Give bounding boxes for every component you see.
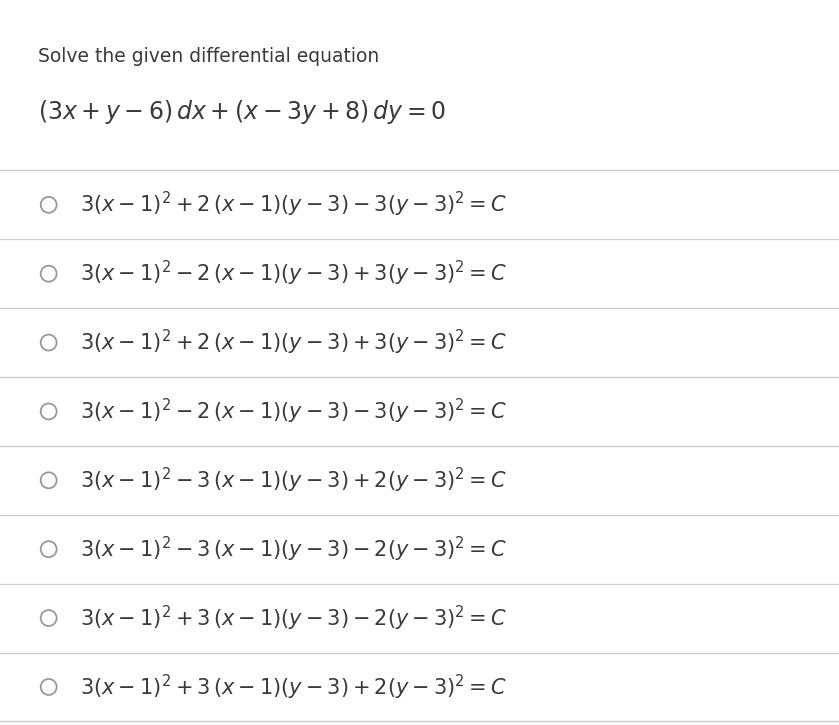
Text: $3(x-1)^2 + 2\,(x-1)(y-3) + 3(y-3)^2 = C$: $3(x-1)^2 + 2\,(x-1)(y-3) + 3(y-3)^2 = C… bbox=[80, 328, 507, 357]
Text: $3(x-1)^2 - 2\,(x-1)(y-3) + 3(y-3)^2 = C$: $3(x-1)^2 - 2\,(x-1)(y-3) + 3(y-3)^2 = C… bbox=[80, 259, 507, 289]
Text: $3(x-1)^2 + 3\,(x-1)(y-3) + 2(y-3)^2 = C$: $3(x-1)^2 + 3\,(x-1)(y-3) + 2(y-3)^2 = C… bbox=[80, 672, 507, 702]
Text: Solve the given differential equation: Solve the given differential equation bbox=[38, 47, 379, 66]
Text: $3(x-1)^2 - 3\,(x-1)(y-3) + 2(y-3)^2 = C$: $3(x-1)^2 - 3\,(x-1)(y-3) + 2(y-3)^2 = C… bbox=[80, 465, 507, 495]
Text: $3(x-1)^2 - 3\,(x-1)(y-3) - 2(y-3)^2 = C$: $3(x-1)^2 - 3\,(x-1)(y-3) - 2(y-3)^2 = C… bbox=[80, 534, 507, 564]
Text: $(3x + y - 6)\,dx + (x - 3y + 8)\,dy = 0$: $(3x + y - 6)\,dx + (x - 3y + 8)\,dy = 0… bbox=[38, 98, 446, 126]
Text: $3(x-1)^2 + 2\,(x-1)(y-3) - 3(y-3)^2 = C$: $3(x-1)^2 + 2\,(x-1)(y-3) - 3(y-3)^2 = C… bbox=[80, 190, 507, 220]
Text: $3(x-1)^2 - 2\,(x-1)(y-3) - 3(y-3)^2 = C$: $3(x-1)^2 - 2\,(x-1)(y-3) - 3(y-3)^2 = C… bbox=[80, 397, 507, 426]
Text: $3(x-1)^2 + 3\,(x-1)(y-3) - 2(y-3)^2 = C$: $3(x-1)^2 + 3\,(x-1)(y-3) - 2(y-3)^2 = C… bbox=[80, 603, 507, 633]
